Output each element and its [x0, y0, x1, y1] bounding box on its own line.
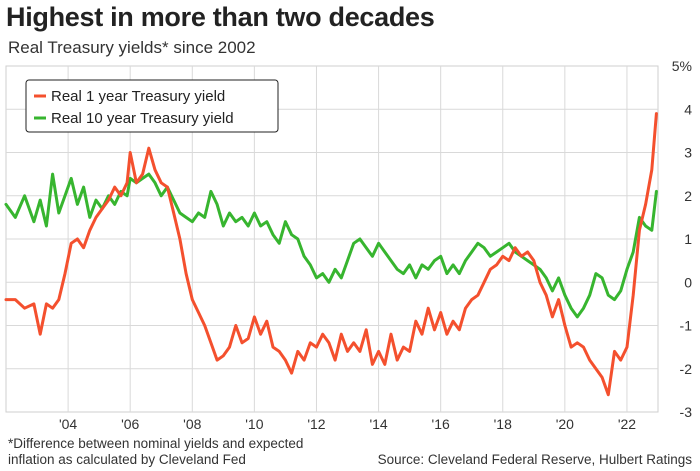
- y-tick-label: 1: [684, 231, 692, 247]
- x-tick-label: '22: [618, 416, 636, 432]
- series-lines: [4, 112, 658, 397]
- source-note: Source: Cleveland Federal Reserve, Hulbe…: [377, 452, 692, 467]
- x-tick-label: '20: [556, 416, 574, 432]
- series-line-1yr: [4, 112, 658, 397]
- y-tick-label: -3: [680, 404, 693, 420]
- x-tick-label: '10: [245, 416, 263, 432]
- y-tick-label: 5%: [672, 58, 692, 74]
- y-tick-label: -2: [680, 361, 693, 377]
- footnote-line-1: *Difference between nominal yields and e…: [8, 436, 304, 451]
- y-tick-label: 0: [684, 274, 692, 290]
- axis-labels: 5% 4 3 2 1 0 -1 -2 -3 '04 '06 '08 '10 '12 '14 '16 '18 '20…: [59, 58, 692, 432]
- y-tick-label: 4: [684, 101, 692, 117]
- x-tick-label: '08: [183, 416, 201, 432]
- y-tick-label: 2: [684, 188, 692, 204]
- x-tick-label: '18: [494, 416, 512, 432]
- x-tick-label: '04: [59, 416, 77, 432]
- x-tick-label: '06: [121, 416, 139, 432]
- y-tick-label: -1: [680, 318, 693, 334]
- footnote-line-2: inflation as calculated by Cleveland Fed: [8, 452, 246, 467]
- legend-label-10yr: Real 10 year Treasury yield: [51, 110, 234, 127]
- x-tick-label: '16: [432, 416, 450, 432]
- x-tick-label: '12: [307, 416, 325, 432]
- x-tick-label: '14: [369, 416, 387, 432]
- gridlines: [6, 66, 658, 412]
- y-tick-label: 3: [684, 145, 692, 161]
- chart-title: Highest in more than two decades: [6, 2, 435, 32]
- footnote: *Difference between nominal yields and e…: [8, 436, 303, 468]
- legend-box: [25, 79, 279, 133]
- legend: Real 1 year Treasury yield Real 10 year …: [25, 79, 279, 133]
- chart-subtitle: Real Treasury yields* since 2002: [8, 38, 256, 57]
- legend-label-1yr: Real 1 year Treasury yield: [51, 88, 225, 105]
